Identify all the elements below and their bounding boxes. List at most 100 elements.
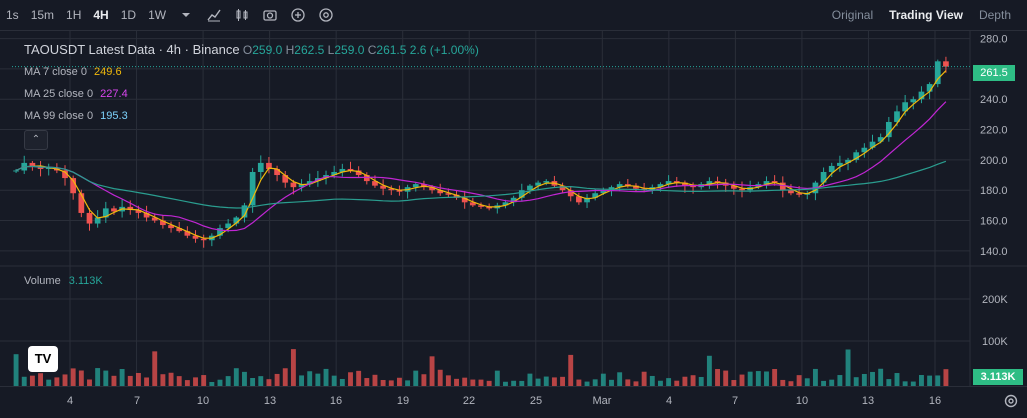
candle-body	[78, 193, 85, 213]
candle-body	[600, 190, 607, 194]
volume-bar	[380, 380, 386, 386]
volume-bar	[250, 378, 256, 386]
settings-icon[interactable]	[318, 7, 334, 23]
volume-legend: Volume 3.113K	[24, 275, 103, 287]
candle-body	[274, 168, 280, 176]
candle-body	[535, 182, 541, 186]
candle-body	[266, 162, 272, 169]
price-chart[interactable]: 280.0260.0240.0220.0200.0180.0160.0140.0…	[0, 31, 1027, 386]
symbol-row: TAOUSDT Latest Data · 4h · Binance O 259.…	[24, 40, 479, 60]
change-value: 2.6 (+1.00%)	[409, 43, 479, 57]
volume-bar	[454, 378, 459, 386]
volume-bar	[78, 370, 84, 386]
camera-icon[interactable]	[262, 7, 278, 23]
ma25-line	[15, 101, 947, 232]
candle-body	[845, 159, 851, 163]
candle-body	[331, 172, 338, 176]
price-tick-label: 140.0	[980, 246, 1008, 258]
volume-bar	[543, 376, 549, 386]
volume-bar	[878, 368, 884, 386]
add-icon[interactable]	[290, 7, 306, 23]
candle-body	[429, 187, 435, 191]
price-tick-label: 280.0	[980, 34, 1008, 46]
candle-body	[62, 170, 68, 179]
view-original[interactable]: Original	[831, 8, 874, 22]
volume-bar	[657, 380, 663, 386]
candle-body	[616, 184, 623, 188]
volume-bar	[127, 375, 133, 386]
candle-style-icon[interactable]	[234, 7, 250, 23]
time-tick-label: 13	[861, 395, 875, 407]
time-tick-label: 16	[329, 395, 343, 407]
tradingview-logo[interactable]: TV	[28, 346, 58, 372]
open-label: O	[242, 43, 253, 57]
current-price-tag: 261.5	[973, 65, 1015, 81]
settings-icon[interactable]	[1003, 393, 1019, 409]
view-trading-view[interactable]: Trading View	[889, 8, 963, 22]
ma7-row[interactable]: MA 7 close 0 249.6	[24, 63, 479, 82]
candle-body	[184, 231, 191, 236]
volume-bar	[527, 373, 533, 386]
ma99-row[interactable]: MA 99 close 0 195.3	[24, 107, 479, 126]
candle-body	[796, 193, 802, 195]
volume-bar	[38, 373, 43, 386]
volume-bar	[617, 372, 623, 386]
view-depth[interactable]: Depth	[978, 8, 1011, 22]
volume-bar	[812, 368, 818, 386]
candle-body	[633, 185, 639, 189]
volume-bar	[666, 378, 672, 386]
timeframe-4h[interactable]: 4H	[93, 8, 109, 22]
ma99-value: 195.3	[100, 110, 128, 122]
volume-bar	[837, 375, 843, 386]
ma99-label: MA 99 close 0	[24, 110, 94, 122]
candle-body	[478, 205, 484, 207]
ma25-row[interactable]: MA 25 close 0 227.4	[24, 85, 479, 104]
chevron-down-icon[interactable]	[178, 7, 194, 23]
time-tick-label: 25	[529, 395, 543, 407]
view-switcher: Original Trading View Depth	[824, 0, 1019, 30]
volume-bar	[935, 375, 941, 386]
volume-bar	[437, 369, 443, 386]
candle-body	[192, 235, 199, 239]
candle-body	[730, 185, 737, 189]
low-value: 259.0	[334, 43, 365, 57]
volume-bar	[780, 379, 786, 386]
collapse-legend-button[interactable]: ⌃	[24, 130, 48, 150]
candle-body	[682, 182, 688, 186]
volume-label: Volume	[24, 275, 61, 287]
volume-bar	[95, 368, 101, 386]
volume-bar	[87, 379, 92, 386]
volume-bar	[160, 374, 166, 386]
timeframe-1d[interactable]: 1D	[120, 8, 137, 22]
candle-body	[380, 185, 386, 189]
volume-bar	[821, 380, 827, 386]
candle-body	[820, 172, 827, 183]
volume-bar	[698, 376, 704, 386]
symbol-title: TAOUSDT Latest Data · 4h · Binance	[24, 42, 240, 57]
candle-body	[396, 190, 403, 192]
volume-bar	[861, 373, 867, 386]
volume-bar	[503, 381, 508, 386]
timeframe-1h[interactable]: 1H	[66, 8, 82, 22]
candle-body	[567, 190, 574, 197]
time-axis[interactable]: 4 7 10 13 16 19 22 25 Mar 4 7 10 13 16	[0, 386, 1027, 418]
volume-bar	[649, 375, 655, 386]
volume-bar	[486, 380, 492, 386]
candle-body	[45, 167, 52, 169]
timeframe-1s[interactable]: 1s	[6, 8, 19, 22]
toolbar: 1s 15m 1H 4H 1D 1W Original Trading View Depth	[0, 0, 1027, 31]
candle-body	[934, 61, 941, 85]
candle-body	[486, 206, 493, 209]
candle-body	[869, 141, 876, 148]
chart-area[interactable]: 280.0260.0240.0220.0200.0180.0160.0140.0…	[0, 31, 1027, 386]
volume-bar	[592, 379, 598, 386]
volume-bar	[445, 375, 451, 386]
candle-body	[86, 212, 93, 224]
volume-bar	[568, 354, 574, 386]
candle-body	[225, 223, 232, 229]
indicator-icon[interactable]	[206, 7, 222, 23]
volume-bar	[576, 379, 582, 386]
price-tick-label: 200.0	[980, 155, 1008, 167]
timeframe-1w[interactable]: 1W	[148, 8, 167, 22]
timeframe-15m[interactable]: 15m	[30, 8, 55, 22]
